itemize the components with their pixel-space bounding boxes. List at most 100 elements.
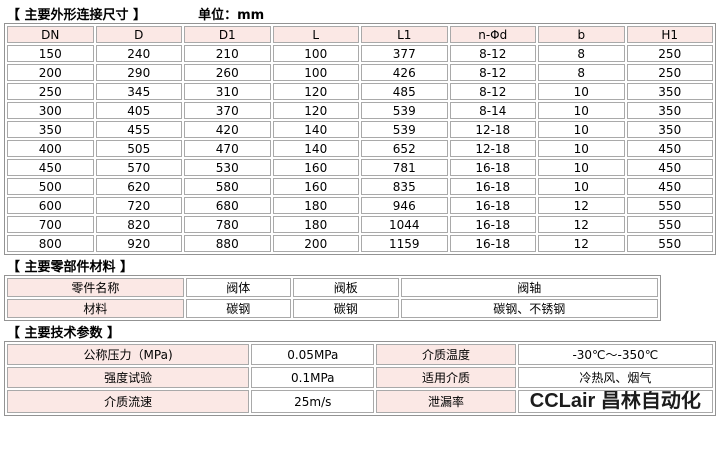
parameters-table: 公称压力（MPa) 0.05MPa 介质温度 -30℃～-350℃ 强度试验 0.1MPa… [4, 341, 716, 416]
dimension-cell: 470 [184, 140, 271, 157]
column-header: b [538, 26, 625, 43]
dimension-cell: 580 [184, 178, 271, 195]
column-header: H1 [626, 26, 713, 43]
materials-cell: 阀板 [292, 278, 399, 297]
column-header: D1 [184, 26, 271, 43]
dimension-cell: 350 [626, 121, 713, 138]
dimension-cell: 539 [361, 121, 448, 138]
dimension-cell: 16-18 [449, 197, 536, 214]
column-header: L [272, 26, 359, 43]
dimension-cell: 10 [538, 102, 625, 119]
dimension-cell: 8-12 [449, 64, 536, 81]
dimension-cell: 16-18 [449, 178, 536, 195]
dimension-cell: 10 [538, 140, 625, 157]
brand-watermark: CCLair 昌林自动化 [529, 390, 701, 412]
dimension-cell: 8 [538, 45, 625, 62]
dimension-cell: 12 [538, 197, 625, 214]
dimensions-row: 500 620 580 160 835 16-18 10 450 [7, 178, 713, 195]
dimension-cell: 345 [95, 83, 182, 100]
unit-label: 单位：mm [198, 7, 265, 23]
dimension-cell: 420 [184, 121, 271, 138]
dimensions-table-body: DN D D1 L L1 n-Φd b H1 150 240 210 100 377 8-12 8 250 2… [7, 26, 713, 252]
dimensions-row: 600 720 680 180 946 16-18 12 550 [7, 197, 713, 214]
dimension-cell: 485 [361, 83, 448, 100]
param-value: 25m/s [251, 390, 375, 413]
dimension-cell: 570 [95, 159, 182, 176]
dimension-cell: 350 [626, 83, 713, 100]
parameters-row: 公称压力（MPa) 0.05MPa 介质温度 -30℃～-350℃ [7, 344, 713, 365]
dimension-cell: 720 [95, 197, 182, 214]
dimension-cell: 550 [626, 235, 713, 252]
dimension-cell: 250 [626, 45, 713, 62]
dimension-cell: 10 [538, 83, 625, 100]
dimensions-section-header: 【 主要外形连接尺寸 】 单位：mm [4, 3, 716, 23]
materials-cell: 阀体 [185, 278, 291, 297]
dimensions-row: 300 405 370 120 539 8-14 10 350 [7, 102, 713, 119]
dimension-cell: 370 [184, 102, 271, 119]
param-value: CCLair 昌林自动化 [517, 390, 713, 413]
dimension-cell: 16-18 [449, 216, 536, 233]
dimension-cell: 210 [184, 45, 271, 62]
dimension-cell: 250 [7, 83, 94, 100]
dimensions-section-title: 【 主要外形连接尺寸 】 [7, 7, 147, 23]
param-label: 公称压力（MPa) [7, 344, 250, 365]
param-label: 适用介质 [376, 367, 516, 388]
dimension-cell: 180 [272, 216, 359, 233]
dimension-cell: 530 [184, 159, 271, 176]
dimensions-header-row: DN D D1 L L1 n-Φd b H1 [7, 26, 713, 43]
dimension-cell: 505 [95, 140, 182, 157]
dimensions-row: 400 505 470 140 652 12-18 10 450 [7, 140, 713, 157]
dimension-cell: 100 [272, 45, 359, 62]
materials-table-body: 零件名称 阀体 阀板 阀轴 材料 碳钢 碳钢 碳钢、不锈钢 [7, 278, 658, 318]
param-label: 强度试验 [7, 367, 250, 388]
dimension-cell: 700 [7, 216, 94, 233]
dimension-cell: 500 [7, 178, 94, 195]
dimensions-row: 250 345 310 120 485 8-12 10 350 [7, 83, 713, 100]
dimension-cell: 310 [184, 83, 271, 100]
parameters-section-header: 【 主要技术参数 】 [4, 321, 716, 341]
dimension-cell: 1159 [361, 235, 448, 252]
dimension-cell: 450 [626, 159, 713, 176]
dimension-cell: 680 [184, 197, 271, 214]
dimensions-row: 800 920 880 200 1159 16-18 12 550 [7, 235, 713, 252]
dimension-cell: 200 [7, 64, 94, 81]
column-header: DN [7, 26, 94, 43]
dimension-cell: 400 [7, 140, 94, 157]
column-header: D [95, 26, 182, 43]
dimension-cell: 450 [626, 178, 713, 195]
dimension-cell: 377 [361, 45, 448, 62]
dimension-cell: 350 [7, 121, 94, 138]
dimension-cell: 120 [272, 83, 359, 100]
dimension-cell: 250 [626, 64, 713, 81]
materials-section-title: 【 主要零部件材料 】 [7, 259, 134, 275]
parameters-row: 介质流速 25m/s 泄漏率 CCLair 昌林自动化 [7, 390, 713, 413]
dimension-cell: 180 [272, 197, 359, 214]
dimension-cell: 16-18 [449, 159, 536, 176]
materials-cell: 碳钢 [185, 299, 291, 318]
dimension-cell: 426 [361, 64, 448, 81]
dimensions-row: 450 570 530 160 781 16-18 10 450 [7, 159, 713, 176]
dimension-cell: 781 [361, 159, 448, 176]
dimension-cell: 450 [626, 140, 713, 157]
materials-cell: 碳钢、不锈钢 [400, 299, 658, 318]
dimension-cell: 835 [361, 178, 448, 195]
dimension-cell: 16-18 [449, 235, 536, 252]
dimension-cell: 820 [95, 216, 182, 233]
dimension-cell: 8-12 [449, 45, 536, 62]
dimension-cell: 290 [95, 64, 182, 81]
dimension-cell: 920 [95, 235, 182, 252]
column-header: L1 [361, 26, 448, 43]
dimension-cell: 140 [272, 121, 359, 138]
dimension-cell: 600 [7, 197, 94, 214]
dimension-cell: 10 [538, 159, 625, 176]
dimension-cell: 12 [538, 216, 625, 233]
param-value: -30℃～-350℃ [517, 344, 713, 365]
materials-section-header: 【 主要零部件材料 】 [4, 255, 716, 275]
dimension-cell: 260 [184, 64, 271, 81]
dimension-cell: 455 [95, 121, 182, 138]
dimension-cell: 880 [184, 235, 271, 252]
dimension-cell: 1044 [361, 216, 448, 233]
dimension-cell: 780 [184, 216, 271, 233]
dimension-cell: 539 [361, 102, 448, 119]
materials-cell: 阀轴 [400, 278, 658, 297]
